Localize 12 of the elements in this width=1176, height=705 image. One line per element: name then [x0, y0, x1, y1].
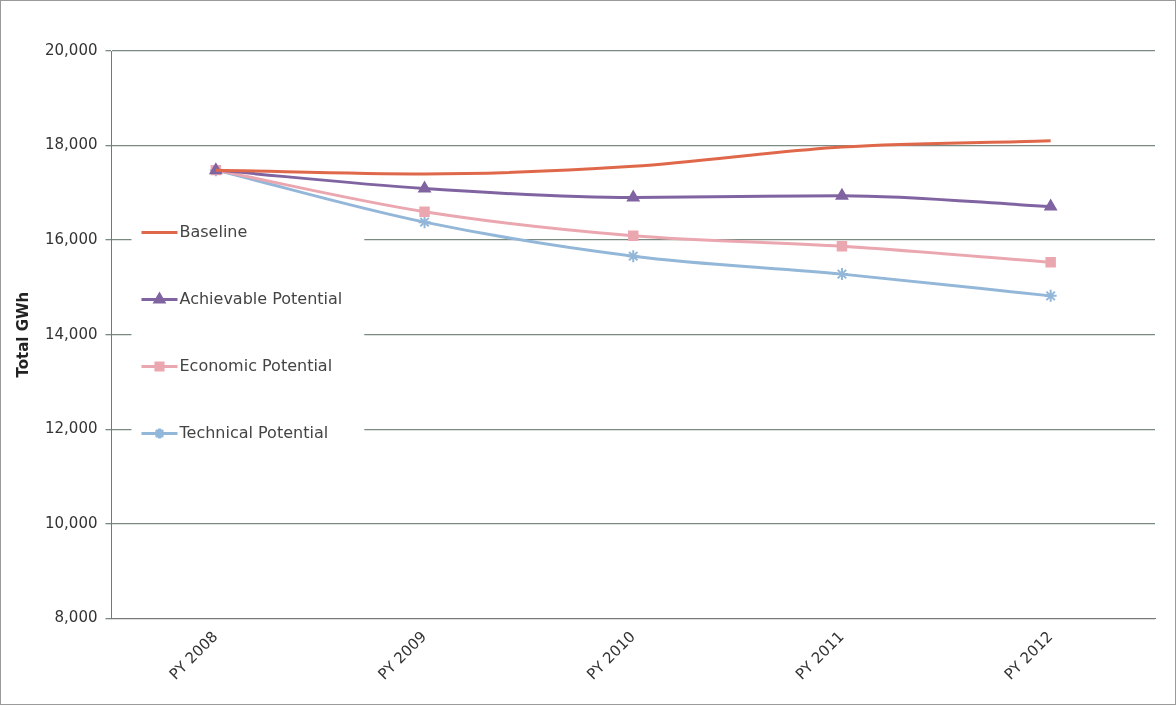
y-tick-label: 18,000 [44, 135, 98, 154]
y-tick-label: 8,000 [54, 608, 98, 627]
legend-label: Economic Potential [179, 355, 333, 375]
y-axis-title: Total GWh [13, 291, 32, 378]
legend-label: Baseline [179, 221, 248, 241]
y-tick-label: 10,000 [44, 513, 98, 532]
legend-label: Technical Potential [178, 422, 329, 442]
y-tick-label: 20,000 [44, 40, 98, 59]
y-tick-label: 12,000 [44, 419, 98, 438]
y-tick-label: 14,000 [44, 324, 98, 343]
legend-label: Achievable Potential [179, 288, 343, 308]
y-tick-label: 16,000 [44, 229, 98, 248]
